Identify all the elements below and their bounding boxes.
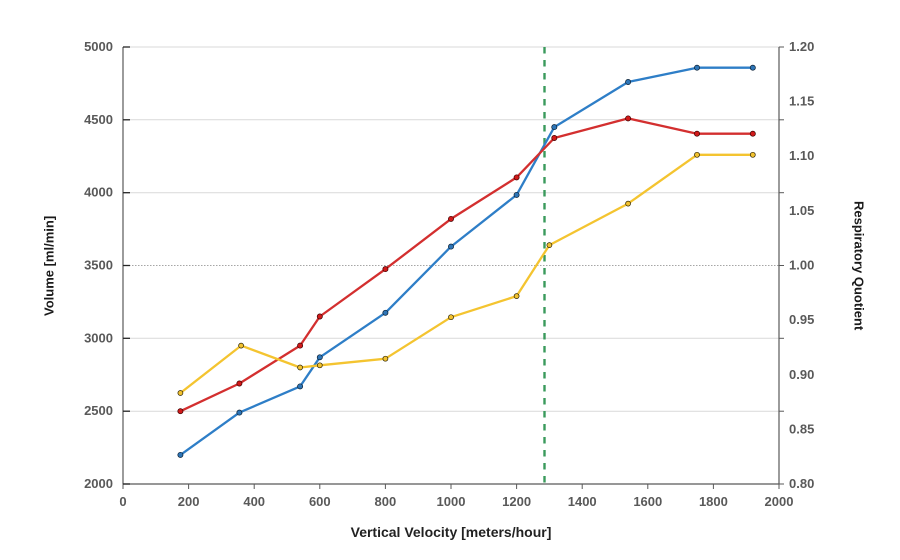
- svg-text:1.15: 1.15: [789, 94, 814, 109]
- svg-text:1600: 1600: [633, 494, 662, 509]
- svg-text:2000: 2000: [765, 494, 794, 509]
- svg-text:1200: 1200: [502, 494, 531, 509]
- svg-text:1.00: 1.00: [789, 258, 814, 273]
- svg-text:200: 200: [178, 494, 200, 509]
- svg-text:0.80: 0.80: [789, 476, 814, 491]
- svg-text:400: 400: [243, 494, 265, 509]
- svg-text:4500: 4500: [84, 112, 113, 127]
- svg-text:1400: 1400: [568, 494, 597, 509]
- svg-text:5000: 5000: [84, 39, 113, 54]
- svg-text:0.85: 0.85: [789, 421, 814, 436]
- svg-text:1000: 1000: [437, 494, 466, 509]
- svg-text:3500: 3500: [84, 258, 113, 273]
- svg-text:3000: 3000: [84, 330, 113, 345]
- svg-text:1.10: 1.10: [789, 148, 814, 163]
- svg-text:600: 600: [309, 494, 331, 509]
- svg-text:2500: 2500: [84, 403, 113, 418]
- svg-text:1.05: 1.05: [789, 203, 814, 218]
- svg-text:2000: 2000: [84, 476, 113, 491]
- svg-text:1.20: 1.20: [789, 39, 814, 54]
- svg-text:0: 0: [119, 494, 126, 509]
- svg-text:800: 800: [375, 494, 397, 509]
- svg-text:1800: 1800: [699, 494, 728, 509]
- svg-text:0.95: 0.95: [789, 312, 814, 327]
- svg-text:4000: 4000: [84, 185, 113, 200]
- svg-text:0.90: 0.90: [789, 367, 814, 382]
